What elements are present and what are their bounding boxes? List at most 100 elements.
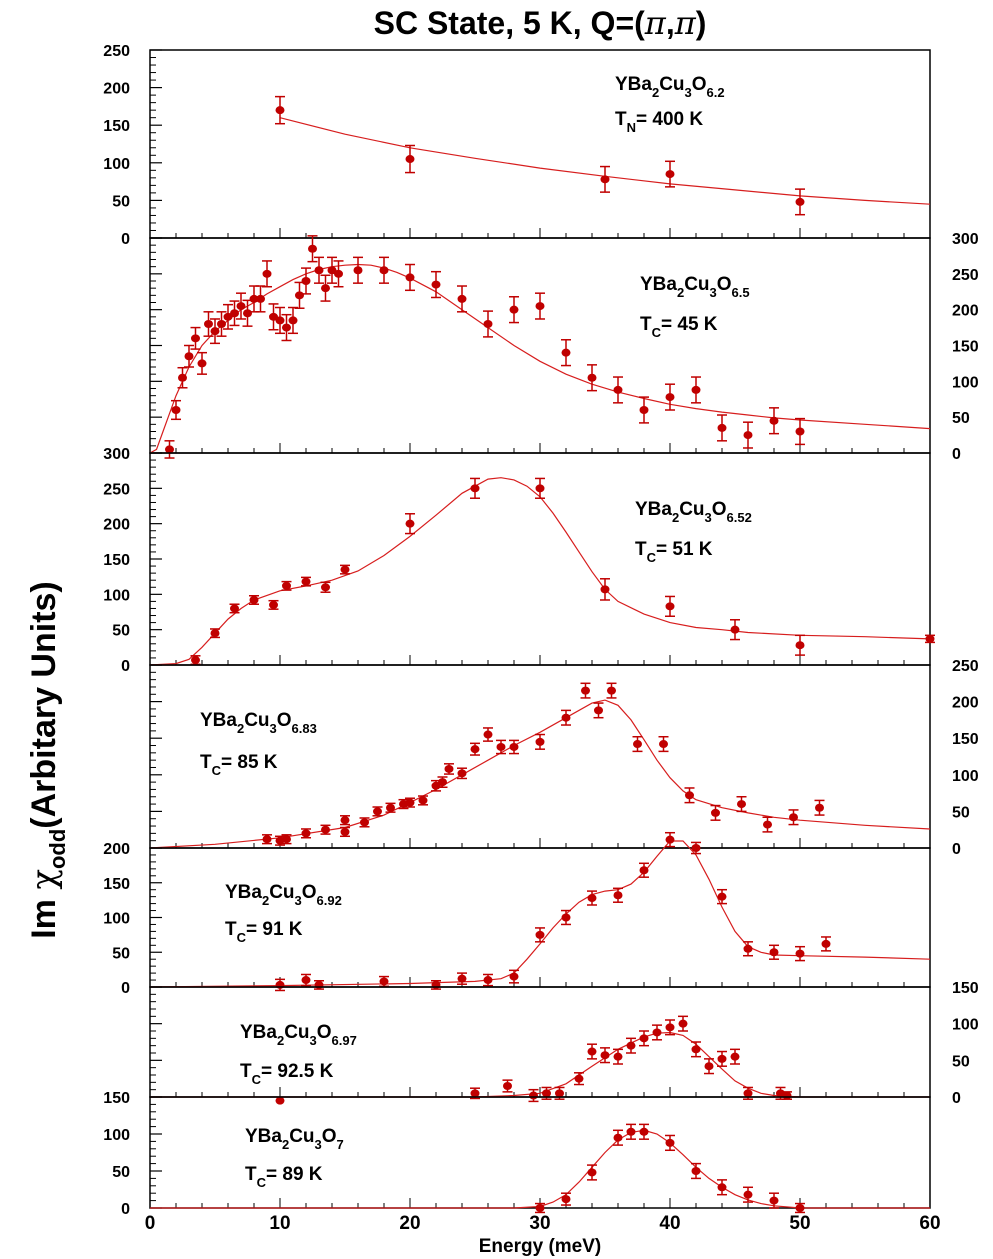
data-point (639, 1034, 649, 1043)
data-point (191, 334, 200, 343)
data-point (730, 1052, 740, 1061)
right-tick-label: 100 (952, 768, 979, 785)
data-point (581, 686, 590, 695)
sample-label-part: YBa (245, 1126, 282, 1147)
sample-label-part: O (302, 882, 317, 903)
right-tick-label: 0 (952, 446, 961, 463)
data-point (587, 894, 597, 903)
data-point (737, 800, 746, 809)
data-point (717, 892, 727, 901)
data-point (483, 976, 493, 985)
data-point (815, 803, 824, 812)
temp-symbol: T (635, 539, 647, 560)
data-point (191, 656, 200, 665)
transition-temperature: TC= 51 K (635, 539, 713, 565)
data-point (295, 291, 304, 300)
sample-label-part: Cu (269, 882, 294, 903)
right-tick-label: 50 (952, 804, 970, 821)
data-point (691, 1167, 701, 1175)
data-point (652, 1028, 662, 1037)
page-title: SC State, 5 K, Q=(π,π) (373, 4, 707, 42)
sample-label-part: Cu (289, 1126, 314, 1147)
data-point (535, 737, 545, 746)
data-point (184, 352, 194, 361)
sample-label-part: Cu (659, 74, 684, 95)
y-tick-label: 200 (103, 841, 130, 858)
x-tick-label: 30 (529, 1213, 550, 1234)
data-point (282, 581, 291, 590)
data-point (483, 320, 493, 328)
y-tick-label: 100 (103, 587, 130, 604)
y-tick-label: 0 (121, 980, 130, 997)
temp-value: = 45 K (661, 314, 718, 335)
data-point (301, 577, 311, 586)
sample-label: YBa2Cu3O6.83 (200, 710, 317, 736)
sample-label: YBa2Cu3O6.2 (615, 74, 725, 100)
data-point (613, 1052, 623, 1061)
data-point (561, 913, 571, 922)
y-tick-label: 300 (103, 446, 130, 463)
data-point (217, 320, 226, 328)
y-tick-label: 50 (112, 193, 130, 210)
fit-curve (149, 263, 931, 454)
data-point (405, 798, 415, 807)
data-point (386, 803, 395, 812)
sample-label-part: 6.5 (732, 285, 750, 300)
data-point (795, 197, 805, 206)
data-point (769, 1196, 779, 1205)
sample-label-part: 6.2 (707, 85, 725, 100)
data-point (457, 974, 467, 983)
data-point (301, 976, 311, 985)
data-point (269, 312, 278, 321)
data-point (925, 634, 935, 643)
data-point (509, 972, 519, 981)
data-point (561, 1195, 571, 1204)
right-tick-label: 0 (952, 1090, 961, 1107)
data-point (210, 327, 220, 336)
panel-frame (149, 1096, 931, 1209)
data-point (405, 273, 415, 282)
data-point (685, 791, 694, 800)
data-point (340, 827, 350, 836)
data-point (574, 1074, 584, 1083)
data-point (665, 835, 675, 844)
sample-label-part: Cu (244, 710, 269, 731)
sample-label-part: 2 (237, 721, 244, 736)
right-tick-label: 150 (952, 980, 979, 997)
temp-symbol: T (200, 752, 212, 773)
data-point (171, 406, 181, 414)
y-tick-label: 250 (103, 43, 130, 60)
y-tick-label: 50 (112, 945, 130, 962)
data-point (288, 316, 298, 325)
data-point (704, 1062, 714, 1071)
sample-label-part: 3 (315, 1137, 322, 1152)
right-tick-label: 250 (952, 658, 979, 675)
data-point (178, 373, 187, 382)
data-point (301, 829, 311, 838)
panel-frame (149, 49, 931, 239)
temp-value: = 89 K (266, 1164, 323, 1185)
right-tick-label: 150 (952, 731, 979, 748)
y-tick-label: 150 (103, 552, 130, 569)
sample-label-part: Cu (679, 499, 704, 520)
data-point (613, 891, 623, 900)
right-tick-label: 200 (952, 695, 979, 712)
sample-label: YBa2Cu3O6.52 (635, 499, 752, 525)
x-tick-label: 10 (269, 1213, 290, 1234)
data-point (789, 813, 798, 822)
sample-label-part: 3 (270, 721, 277, 736)
data-point (561, 713, 571, 722)
sample-label-part: YBa (615, 74, 652, 95)
right-tick-label: 300 (952, 231, 979, 248)
transition-temperature: TC= 91 K (225, 919, 303, 945)
x-tick-label: 60 (919, 1213, 940, 1234)
data-point (600, 175, 610, 184)
temp-value: = 400 K (636, 109, 703, 130)
fit-curve (149, 477, 931, 666)
data-point (639, 406, 649, 414)
data-point (659, 740, 668, 749)
sample-label-part: 6.97 (332, 1033, 357, 1048)
data-point (587, 1047, 597, 1056)
data-point (301, 277, 311, 285)
right-tick-label: 100 (952, 1017, 979, 1034)
